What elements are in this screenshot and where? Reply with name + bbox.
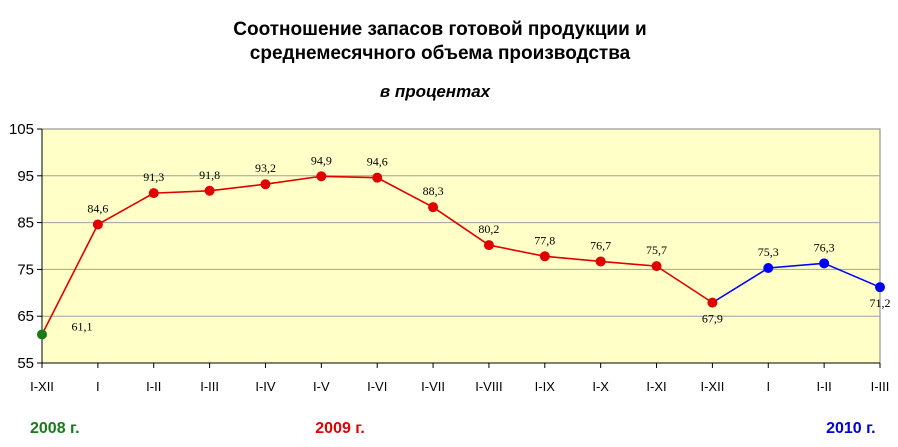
data-point: [428, 202, 439, 213]
series-segment: [600, 260, 657, 267]
y-tick-label: 75: [17, 261, 34, 278]
data-label: 77,8: [534, 233, 555, 247]
series-segment: [432, 206, 490, 246]
data-point: [483, 240, 494, 251]
x-tick-label: I-XII: [700, 379, 724, 394]
chart-title: Соотношение запасов готовой продукции и …: [0, 18, 880, 66]
x-tick-label: I-VI: [367, 379, 387, 394]
y-tick-label: 85: [17, 215, 34, 232]
data-label: 75,7: [646, 243, 667, 257]
x-tick-label: I-II: [817, 379, 832, 394]
data-label: 80,2: [478, 222, 499, 236]
year-label-2008: 2008 г.: [30, 420, 80, 437]
series-segment: [153, 189, 210, 194]
data-label: 71,2: [870, 296, 891, 310]
x-tick-label: I-III: [200, 379, 219, 394]
data-label: 75,3: [758, 245, 779, 259]
x-tick-label: I: [96, 379, 100, 394]
series-segment: [544, 255, 601, 263]
x-tick-label: I-X: [592, 379, 609, 394]
series-segment: [41, 224, 99, 335]
data-label: 84,6: [87, 201, 108, 215]
series-segment: [321, 175, 378, 179]
data-label: 93,2: [255, 161, 276, 175]
data-point: [372, 172, 383, 183]
data-point: [539, 251, 550, 262]
data-label: 94,9: [311, 153, 332, 167]
data-point: [651, 261, 662, 272]
x-tick-label: I-VII: [421, 379, 445, 394]
data-label: 76,7: [590, 238, 611, 252]
y-tick-label: 55: [17, 355, 34, 372]
series-segment: [209, 183, 266, 192]
x-tick-label: I: [766, 379, 770, 394]
data-point: [875, 282, 885, 293]
x-tick-label: I-II: [146, 379, 161, 394]
x-tick-label: I-XII: [30, 379, 54, 394]
series-segment: [656, 265, 713, 304]
x-tick-label: I-V: [313, 379, 330, 394]
data-label: 91,8: [199, 168, 220, 182]
series-segment: [823, 262, 881, 288]
series-segment: [265, 175, 322, 186]
series-segment: [488, 244, 545, 258]
year-label-2009: 2009 г.: [315, 420, 365, 437]
chart-subtitle: в процентах: [379, 82, 491, 101]
data-label: 76,3: [814, 240, 835, 254]
series-segment: [97, 192, 155, 226]
data-point: [316, 171, 327, 182]
x-tick-label: I-VIII: [475, 379, 502, 394]
data-label: 61,1: [72, 319, 93, 333]
x-tick-label: I-IX: [535, 379, 556, 394]
x-tick-label: I-III: [871, 379, 890, 394]
plot-area: [41, 128, 881, 364]
series-segment: [768, 262, 825, 269]
data-label: 94,6: [367, 155, 388, 169]
chart-title-line2: среднемесячного объема производства: [249, 43, 631, 64]
data-point: [148, 188, 159, 199]
data-point: [595, 256, 606, 267]
y-tick-label: 105: [9, 121, 34, 138]
data-label: 67,9: [702, 312, 723, 326]
x-tick-label: I-XI: [646, 379, 666, 394]
x-tick-label: I-IV: [255, 379, 276, 394]
data-point: [260, 179, 271, 190]
data-label: 88,3: [423, 184, 444, 198]
data-point: [37, 329, 47, 340]
series-segment: [711, 267, 769, 304]
y-tick-label: 95: [17, 168, 34, 185]
year-label-2010: 2010 г.: [826, 420, 876, 437]
data-point: [204, 185, 215, 196]
data-point: [92, 219, 103, 230]
data-point: [763, 262, 774, 273]
chart-title-line1: Соотношение запасов готовой продукции и: [233, 19, 647, 40]
series-segment: [376, 176, 434, 208]
data-label: 91,3: [143, 170, 164, 184]
y-tick-label: 65: [17, 308, 34, 325]
data-point: [707, 297, 718, 308]
data-point: [819, 258, 830, 269]
